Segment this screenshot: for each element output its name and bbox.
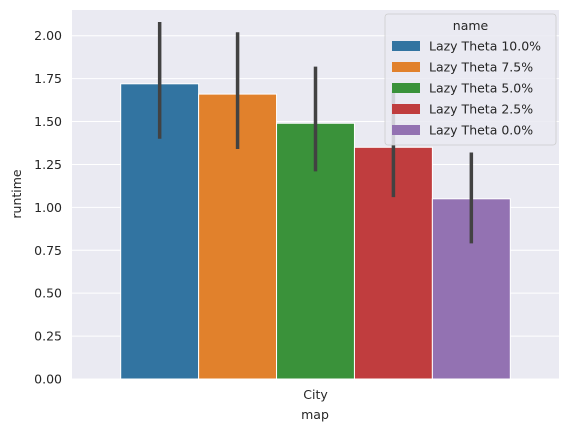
legend: name Lazy Theta 10.0% Lazy Theta 7.5% Lazy … (384, 13, 557, 146)
y-tick-label: 0.00 (34, 372, 62, 387)
legend-label: Lazy Theta 0.0% (429, 123, 533, 138)
y-tick-label: 1.00 (34, 200, 62, 215)
legend-swatch (392, 125, 420, 135)
y-tick-label: 1.50 (34, 114, 62, 129)
legend-swatch (392, 41, 420, 51)
y-axis-ticks: 0.00 0.25 0.50 0.75 1.00 1.25 1.50 1.75 2.00 (34, 28, 62, 386)
y-tick-label: 0.75 (34, 243, 62, 258)
y-tick-label: 1.25 (34, 157, 62, 172)
x-tick-label: City (303, 387, 328, 402)
legend-title: name (453, 18, 489, 33)
y-tick-label: 0.25 (34, 329, 62, 344)
y-tick-label: 2.00 (34, 28, 62, 43)
legend-label: Lazy Theta 5.0% (429, 81, 533, 96)
legend-label: Lazy Theta 7.5% (429, 60, 533, 75)
legend-label: Lazy Theta 2.5% (429, 102, 533, 117)
y-tick-label: 1.75 (34, 71, 62, 86)
x-axis-label: map (301, 407, 329, 422)
y-tick-label: 0.50 (34, 286, 62, 301)
legend-swatch (392, 104, 420, 114)
legend-swatch (392, 83, 420, 93)
legend-label: Lazy Theta 10.0% (429, 39, 541, 54)
legend-swatch (392, 62, 420, 72)
legend-frame (384, 13, 557, 146)
y-axis-label: runtime (9, 169, 24, 219)
x-axis-ticks: City (303, 387, 328, 402)
